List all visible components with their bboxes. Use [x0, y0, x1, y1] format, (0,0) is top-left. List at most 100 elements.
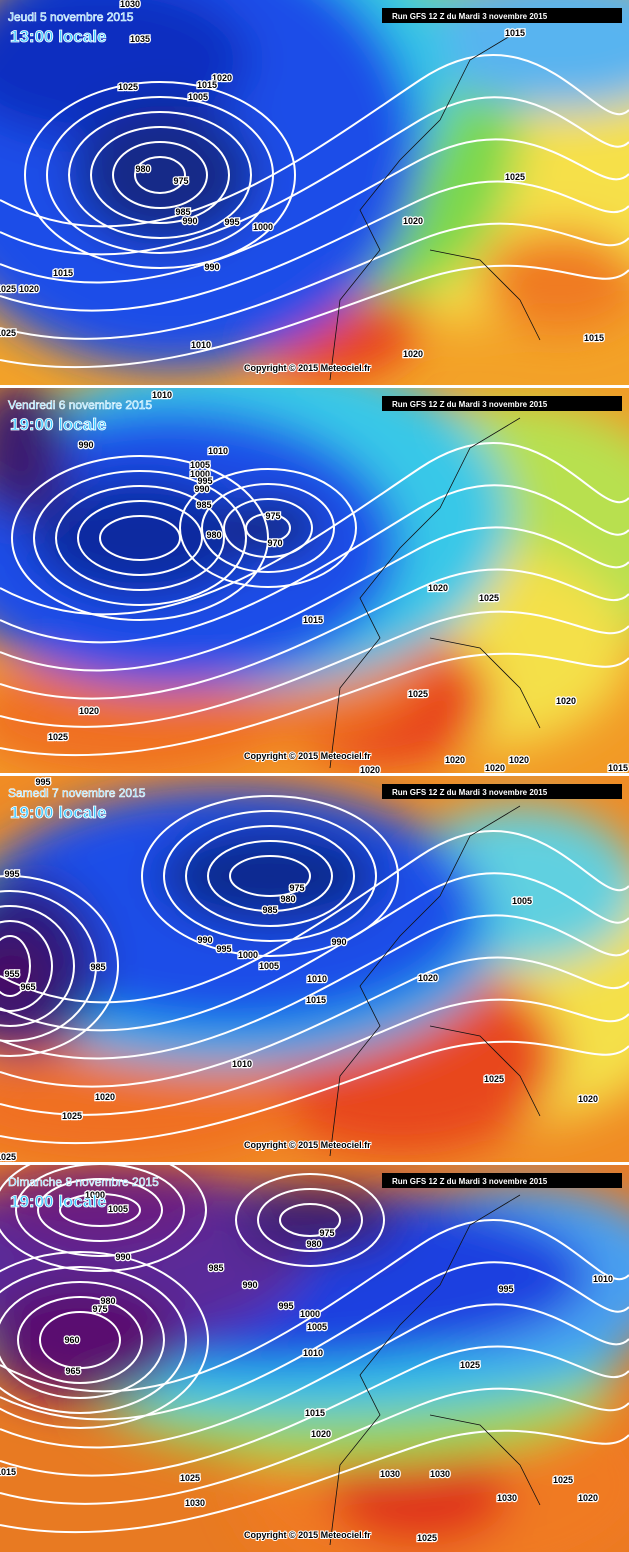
isobar-label: 1005 — [188, 92, 208, 102]
pressure-zone — [75, 105, 255, 245]
isobar — [0, 222, 629, 340]
isobar-label: 1010 — [232, 1059, 252, 1069]
date-label: Vendredi 6 novembre 2015 — [8, 398, 152, 412]
isobar-label: 990 — [242, 1280, 257, 1290]
isobar-label: 1015 — [197, 80, 217, 90]
run-label: Run GFS 12 Z du Mardi 3 novembre 2015 — [392, 1177, 548, 1186]
pressure-zone — [160, 826, 380, 926]
isobar-label: 995 — [4, 869, 19, 879]
isobar-label: 955 — [4, 969, 19, 979]
isobar-label: 1010 — [307, 974, 327, 984]
pressure-zone — [420, 0, 629, 110]
isobar — [0, 138, 629, 284]
isobar — [77, 500, 203, 576]
isobar — [0, 96, 629, 256]
pressure-zone — [30, 478, 250, 598]
isobar — [0, 935, 31, 997]
isobar-label: 965 — [20, 982, 35, 992]
isobar-label: 1030 — [185, 1498, 205, 1508]
coastline — [329, 417, 541, 769]
isobar-label: 975 — [92, 1304, 107, 1314]
isobar-label: 975 — [265, 511, 280, 521]
isobar — [0, 1345, 629, 1477]
isobar — [0, 442, 629, 616]
isobar — [185, 825, 355, 927]
isobars — [0, 442, 629, 757]
map: 9959959759809859909951000100599095596598… — [0, 776, 629, 1162]
isobar — [229, 855, 311, 897]
isobar-label: 1025 — [505, 172, 525, 182]
isobar — [0, 1429, 629, 1534]
isobar — [0, 526, 629, 672]
isobar — [0, 652, 629, 757]
pressure-zone — [0, 1280, 180, 1400]
isobar — [0, 872, 629, 1032]
isobar-label: 1020 — [403, 216, 423, 226]
pressure-zone — [0, 388, 70, 518]
isobar — [11, 455, 269, 621]
isobar-label: 1015 — [303, 615, 323, 625]
isobar-label: 980 — [280, 894, 295, 904]
isobar-label: 985 — [90, 962, 105, 972]
pressure-zone — [240, 1185, 400, 1255]
isobar-label: 1020 — [212, 73, 232, 83]
isobar — [15, 1165, 185, 1257]
isobar-label: 985 — [262, 905, 277, 915]
isobar-label: 1020 — [445, 755, 465, 765]
isobar — [0, 1251, 209, 1429]
isobar-label: 1020 — [79, 706, 99, 716]
run-banner — [382, 784, 622, 799]
isobar-label: 1020 — [485, 763, 505, 773]
isobar — [17, 1296, 143, 1384]
isobar-label: 1020 — [311, 1429, 331, 1439]
isobar-label: 990 — [115, 1252, 130, 1262]
isobar-label: 1025 — [0, 1152, 16, 1162]
isobar-label: 1025 — [118, 82, 138, 92]
isobar-label: 1030 — [497, 1493, 517, 1503]
isobar-label: 1025 — [408, 689, 428, 699]
map: 1000100599098597598099099510001005101098… — [0, 1165, 629, 1552]
isobar-label: 990 — [331, 937, 346, 947]
isobar-label: 1015 — [608, 763, 628, 773]
coastline — [329, 805, 541, 1157]
isobar-label: 1025 — [180, 1473, 200, 1483]
isobar-label: 1000 — [300, 1309, 320, 1319]
isobar — [0, 1040, 629, 1145]
isobar — [0, 180, 629, 312]
isobar — [0, 875, 119, 1057]
map: 1030103510151020101510251005980975985990… — [0, 0, 629, 385]
isobar-label: 1020 — [403, 349, 423, 359]
isobar-label: 960 — [64, 1335, 79, 1345]
isobar-label: 975 — [173, 176, 188, 186]
map-panel: 1010 1010 990 1005 1000 995 990 985 975 980 970 102… — [0, 388, 629, 773]
isobar — [0, 1281, 165, 1399]
isobar — [0, 830, 629, 1004]
isobar-label: 970 — [267, 538, 282, 548]
isobar-label: 1020 — [95, 1092, 115, 1102]
isobar-label: 1005 — [307, 1322, 327, 1332]
isobar-label: 980 — [135, 164, 150, 174]
isobar — [0, 54, 629, 228]
copyright: Copyright © 2015 Meteociel.fr — [244, 1140, 371, 1150]
isobar-label: 1020 — [556, 696, 576, 706]
isobar — [0, 1266, 187, 1414]
pressure-zone — [480, 230, 629, 330]
isobar-label: 1015 — [306, 995, 326, 1005]
isobar — [0, 890, 97, 1042]
isobar-label: 985 — [208, 1263, 223, 1273]
isobar-label: 1030 — [430, 1469, 450, 1479]
isobar-label: 990 — [182, 216, 197, 226]
isobar — [201, 483, 335, 573]
isobar — [37, 1178, 163, 1242]
isobar-label: 985 — [175, 207, 190, 217]
isobar-label: 990 — [197, 935, 212, 945]
pressure-zone — [0, 0, 250, 140]
isobars — [0, 1165, 629, 1534]
isobar-label: 1025 — [0, 284, 16, 294]
isobar-label: 965 — [65, 1366, 80, 1376]
isobar-label: 1000 — [190, 469, 210, 479]
isobar — [55, 485, 225, 591]
isobar-label: 990 — [194, 484, 209, 494]
isobar — [0, 568, 629, 700]
isobar-label: 995 — [35, 777, 50, 787]
